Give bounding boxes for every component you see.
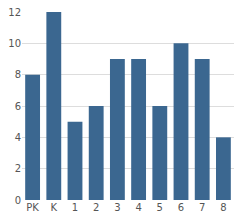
svg-text:6: 6: [178, 202, 184, 213]
svg-text:4: 4: [15, 132, 21, 143]
svg-text:K: K: [51, 202, 58, 213]
svg-text:10: 10: [8, 38, 21, 49]
svg-text:3: 3: [114, 202, 120, 213]
svg-text:0: 0: [15, 195, 21, 206]
svg-text:2: 2: [93, 202, 99, 213]
svg-text:1: 1: [72, 202, 78, 213]
svg-text:6: 6: [15, 101, 21, 112]
svg-text:4: 4: [135, 202, 141, 213]
svg-text:8: 8: [15, 69, 21, 80]
svg-text:2: 2: [15, 163, 21, 174]
svg-text:5: 5: [157, 202, 163, 213]
svg-text:8: 8: [220, 202, 226, 213]
svg-text:7: 7: [199, 202, 205, 213]
svg-text:PK: PK: [26, 202, 39, 213]
svg-text:12: 12: [8, 7, 21, 18]
